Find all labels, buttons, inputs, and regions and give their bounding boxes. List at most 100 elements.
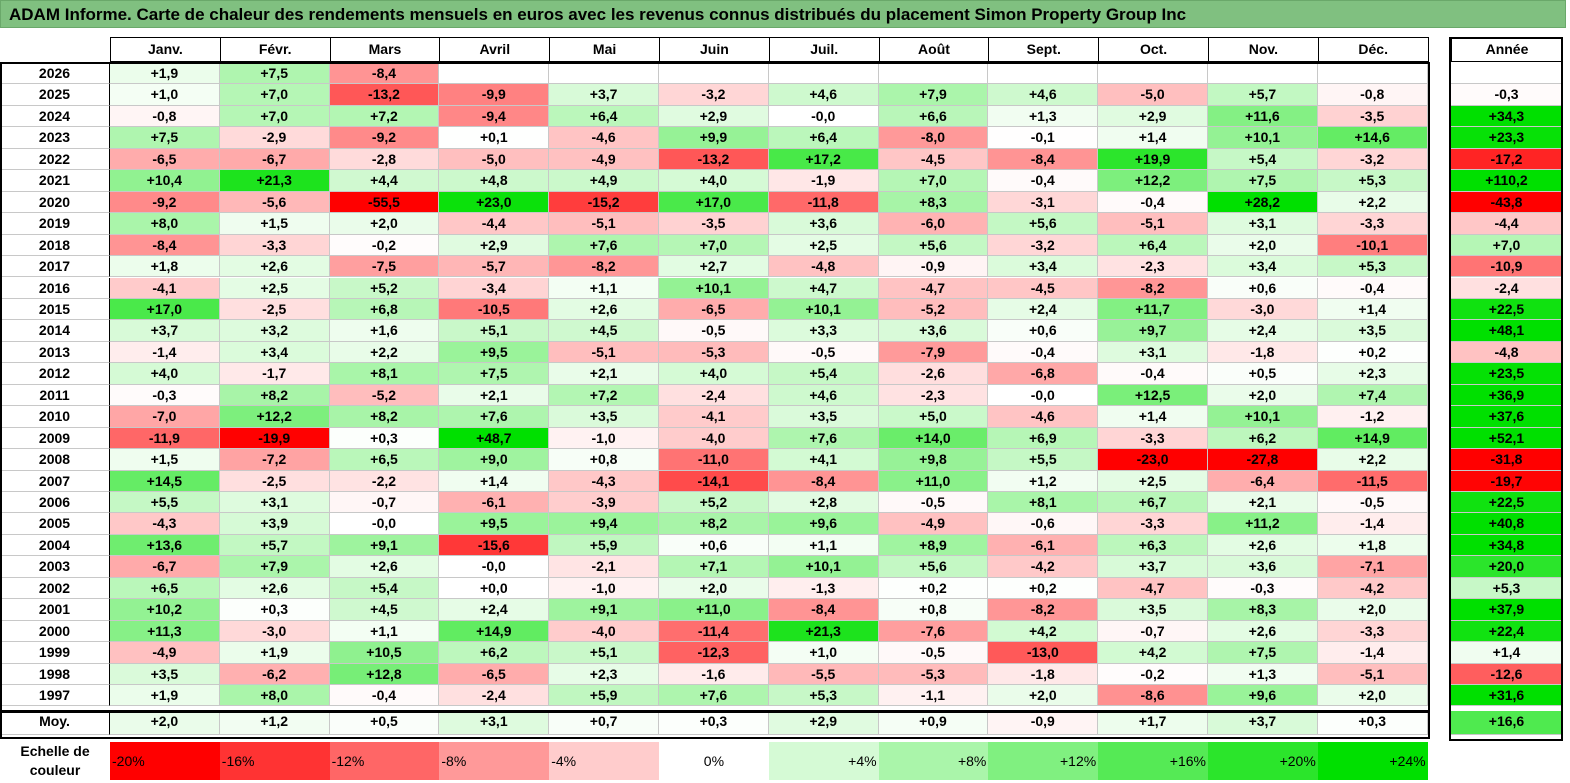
heat-cell: +6,2 xyxy=(1208,427,1318,450)
heat-cell: -7,5 xyxy=(329,256,440,278)
year-cell: +37,9 xyxy=(1451,599,1563,621)
color-scale-label: Echelle de couleur xyxy=(20,743,90,778)
heat-cell: +0,1 xyxy=(439,127,550,149)
heat-cell: -4,2 xyxy=(1317,577,1428,600)
heat-cell: -8,0 xyxy=(878,127,989,149)
heat-cell: +11,0 xyxy=(659,599,769,621)
heat-cell: -7,9 xyxy=(878,341,989,364)
heat-cell: -9,9 xyxy=(439,84,550,106)
heat-cell: +21,3 xyxy=(219,170,330,192)
year-cell: +34,8 xyxy=(1451,534,1563,557)
heat-cell: -0,2 xyxy=(1098,663,1208,686)
heat-cell: +8,9 xyxy=(878,534,989,557)
heat-cell: -4,5 xyxy=(878,148,989,171)
heat-cell: +2,2 xyxy=(1317,449,1428,471)
year-cell: +7,0 xyxy=(1451,234,1563,257)
heat-cell: -8,4 xyxy=(768,599,879,621)
heat-cell: +8,2 xyxy=(659,513,769,535)
heat-cell: -3,5 xyxy=(659,213,769,235)
color-scale-swatch: -16% xyxy=(219,742,330,780)
heat-cell xyxy=(439,63,550,85)
heat-cell: +1,1 xyxy=(329,620,440,643)
heat-cell: -8,4 xyxy=(768,470,879,492)
heat-cell: +14,9 xyxy=(439,620,550,643)
heat-cell: +1,4 xyxy=(1317,298,1428,321)
heat-cell: +7,5 xyxy=(110,127,220,149)
heat-cell: +21,3 xyxy=(768,620,879,643)
heat-cell: -3,2 xyxy=(988,234,1099,257)
heat-cell: +10,1 xyxy=(1208,127,1318,149)
heat-cell: +3,1 xyxy=(219,492,330,514)
heat-cell: +9,5 xyxy=(439,513,550,535)
heat-cell: -2,5 xyxy=(219,298,330,321)
heat-cell: -2,1 xyxy=(549,556,659,578)
heat-cell: +4,6 xyxy=(768,384,879,407)
heat-cell: +2,2 xyxy=(329,341,440,364)
heat-cell: +1,1 xyxy=(549,277,659,299)
row-label: 2011 xyxy=(0,384,110,407)
heat-cell: +0,2 xyxy=(878,577,989,600)
heat-cell: +5,4 xyxy=(768,363,879,385)
heat-cell: +8,2 xyxy=(219,384,330,407)
heat-cell: +3,4 xyxy=(219,341,330,364)
year-cell: +20,0 xyxy=(1451,556,1563,578)
heat-cell: -4,5 xyxy=(988,277,1099,299)
heat-cell: +2,5 xyxy=(219,277,330,299)
heat-cell: +7,5 xyxy=(439,363,550,385)
heat-cell: +5,9 xyxy=(549,534,659,557)
heat-cell: +6,4 xyxy=(549,105,659,128)
heat-cell xyxy=(988,63,1099,85)
heat-cell: +11,2 xyxy=(1208,513,1318,535)
heat-cell: +2,9 xyxy=(659,105,769,128)
heat-cell: +2,0 xyxy=(329,213,440,235)
heat-cell: -0,3 xyxy=(1208,577,1318,600)
heat-cell: +12,5 xyxy=(1098,384,1208,407)
heat-cell: +7,2 xyxy=(329,105,440,128)
heat-cell: +9,0 xyxy=(439,449,550,471)
heat-cell: +6,5 xyxy=(329,449,440,471)
row-label: 1997 xyxy=(0,685,110,707)
heat-cell: -4,4 xyxy=(439,213,550,235)
heat-cell: -0,8 xyxy=(110,105,220,128)
row-label: 2005 xyxy=(0,513,110,535)
heat-cell: +3,4 xyxy=(1208,256,1318,278)
color-scale-swatch: -4% xyxy=(549,742,659,780)
heat-cell: +5,6 xyxy=(878,556,989,578)
heat-cell: +4,9 xyxy=(549,170,659,192)
heat-cell: +1,4 xyxy=(1098,127,1208,149)
heat-cell: +0,3 xyxy=(219,599,330,621)
heat-cell: +10,1 xyxy=(768,556,879,578)
heat-cell: +2,1 xyxy=(439,384,550,407)
heat-cell: -0,4 xyxy=(1098,191,1208,214)
heat-cell: -1,8 xyxy=(988,663,1099,686)
heat-cell: -55,5 xyxy=(329,191,440,214)
heat-cell: +0,2 xyxy=(1317,341,1428,364)
heat-cell: -4,9 xyxy=(549,148,659,171)
heat-cell: +0,3 xyxy=(659,710,769,735)
heat-cell: +6,8 xyxy=(329,298,440,321)
row-label: 2024 xyxy=(0,105,110,128)
year-cell: -19,7 xyxy=(1451,470,1563,492)
heat-cell: -4,1 xyxy=(110,277,220,299)
heat-cell: -3,5 xyxy=(1317,105,1428,128)
heat-cell: +3,5 xyxy=(768,406,879,428)
heat-cell: +0,2 xyxy=(988,577,1099,600)
heat-cell: -4,7 xyxy=(878,277,989,299)
heat-cell: +1,0 xyxy=(768,642,879,664)
heat-cell: +2,0 xyxy=(1208,234,1318,257)
heat-cell: -1,1 xyxy=(878,685,989,707)
heat-cell: -4,3 xyxy=(549,470,659,492)
heat-cell: -0,5 xyxy=(878,492,989,514)
year-cell: -4,4 xyxy=(1451,213,1563,235)
heat-cell: -1,2 xyxy=(1317,406,1428,428)
heat-cell: +1,8 xyxy=(1317,534,1428,557)
heat-cell: +8,2 xyxy=(329,406,440,428)
heat-cell: -1,9 xyxy=(768,170,879,192)
heat-cell: +8,1 xyxy=(988,492,1099,514)
heat-cell: +5,1 xyxy=(549,642,659,664)
heat-cell: -0,0 xyxy=(329,513,440,535)
heat-cell: +4,5 xyxy=(329,599,440,621)
row-label: 2012 xyxy=(0,363,110,385)
heat-cell: -0,9 xyxy=(878,256,989,278)
heat-cell: -11,5 xyxy=(1317,470,1428,492)
